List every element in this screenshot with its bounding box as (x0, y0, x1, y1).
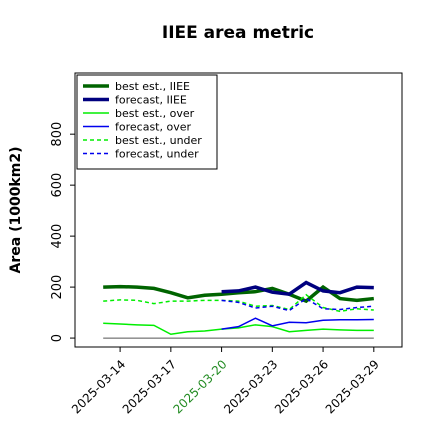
x-tick-label: 2025-03-14 (69, 357, 128, 416)
y-axis-label: Area (1000km2) (8, 147, 24, 274)
y-tick-label: 800 (50, 122, 65, 147)
x-tick-label: 2025-03-17 (120, 357, 179, 416)
x-tick-label: 2025-03-23 (221, 357, 280, 416)
plot-frame (74, 72, 403, 348)
y-tick-label: 400 (50, 224, 65, 249)
chart-title: IIEE area metric (162, 23, 314, 43)
x-tick-label: 2025-03-26 (272, 357, 331, 416)
legend-label: forecast, over (115, 121, 191, 134)
y-tick-label: 200 (50, 275, 65, 300)
series-line (221, 317, 374, 330)
series-line (103, 293, 374, 313)
legend-label: best est., IIEE (115, 80, 190, 93)
y-tick-label: 0 (50, 334, 65, 342)
series-line (103, 322, 374, 336)
series-line (221, 280, 374, 297)
x-tick-label: 2025-03-29 (323, 357, 382, 416)
legend-label: forecast, IIEE (115, 94, 187, 107)
legend-label: best est., over (115, 107, 195, 120)
x-tick-label: 2025-03-20 (170, 357, 229, 416)
legend-label: best est., under (115, 134, 202, 147)
series-line (103, 284, 374, 304)
legend-label: forecast, under (115, 148, 199, 161)
series-line (221, 297, 374, 312)
y-tick-label: 600 (50, 173, 65, 198)
